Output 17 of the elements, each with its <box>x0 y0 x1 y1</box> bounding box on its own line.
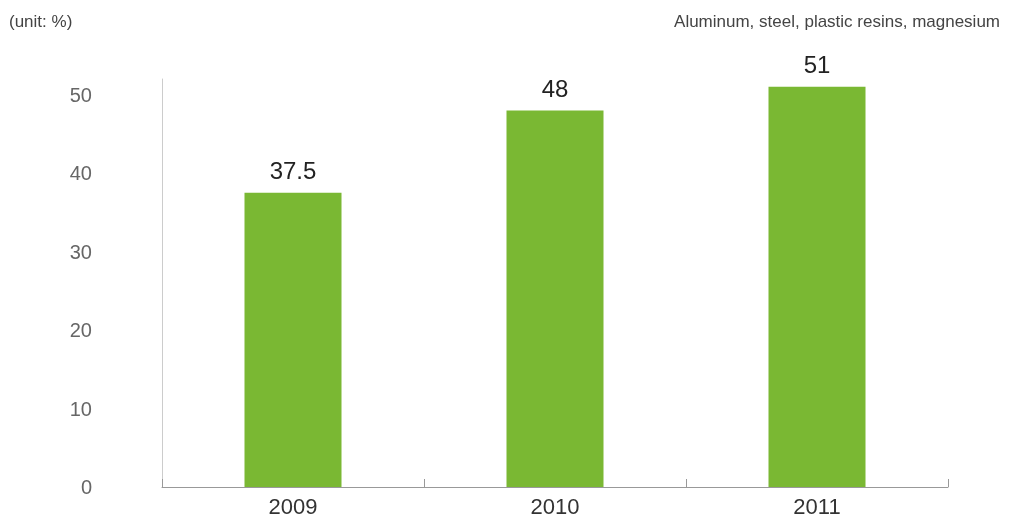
bar <box>768 86 866 487</box>
bar <box>244 192 342 487</box>
bar <box>506 110 604 487</box>
data-label: 48 <box>541 74 569 102</box>
text: Aluminum, steel, plastic resins, magnesium <box>674 12 1001 31</box>
data-label: 37.5 <box>269 157 317 185</box>
data-label: 51 <box>803 51 831 79</box>
y-tick-label: 40 <box>69 162 92 185</box>
y-tick-label: 30 <box>69 240 92 263</box>
y-tick-label: 0 <box>80 476 92 498</box>
x-tick-label: 2009 <box>268 493 318 519</box>
x-tick-label: 2010 <box>530 493 580 519</box>
y-tick-label: 50 <box>69 83 92 106</box>
y-tick-label: 10 <box>69 397 92 420</box>
y-tick-label: 20 <box>69 319 92 342</box>
x-tick-label: 2011 <box>793 493 841 519</box>
text: (unit: %) <box>9 12 73 31</box>
